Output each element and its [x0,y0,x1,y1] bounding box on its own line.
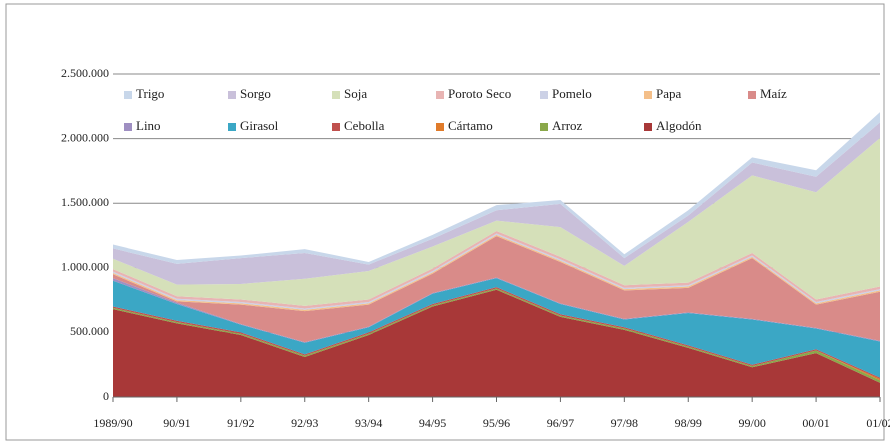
x-tick-label: 93/94 [355,416,382,430]
x-tick-label: 98/99 [675,416,702,430]
x-tick-label: 00/01 [802,416,829,430]
x-tick-label: 95/96 [483,416,510,430]
x-tick-label: 1989/90 [93,416,132,430]
legend-label: Maíz [760,86,787,101]
legend-label: Algodón [656,118,702,133]
legend-swatch [332,91,340,99]
legend-swatch [644,91,652,99]
x-tick-label: 92/93 [291,416,318,430]
legend-label: Girasol [240,118,279,133]
legend-label: Pomelo [552,86,592,101]
legend-label: Soja [344,86,367,101]
legend-label: Cebolla [344,118,385,133]
legend-label: Poroto Seco [448,86,511,101]
x-tick-label: 91/92 [227,416,254,430]
legend-swatch [228,91,236,99]
legend-label: Lino [136,118,161,133]
x-tick-label: 94/95 [419,416,446,430]
x-tick-label: 99/00 [738,416,765,430]
legend-swatch [436,123,444,131]
y-tick-label: 500.000 [70,324,109,338]
legend-swatch [124,91,132,99]
area [113,278,880,378]
legend-swatch [332,123,340,131]
legend-swatch [748,91,756,99]
y-tick-label: 1.000.000 [61,260,109,274]
y-tick-label: 1.500.000 [61,195,109,209]
y-tick-label: 2.500.000 [61,66,109,80]
x-tick-label: 96/97 [547,416,574,430]
x-tick-label: 01/02 [866,416,890,430]
x-tick-label: 90/91 [163,416,190,430]
legend-label: Cártamo [448,118,493,133]
legend-swatch [228,123,236,131]
legend-swatch [644,123,652,131]
legend-swatch [124,123,132,131]
area [113,122,880,285]
legend-label: Papa [656,86,682,101]
area [113,289,880,397]
x-tick-label: 97/98 [611,416,638,430]
area [113,137,880,306]
legend-swatch [540,123,548,131]
legend-label: Trigo [136,86,164,101]
legend-swatch [540,91,548,99]
y-tick-label: 2.000.000 [61,130,109,144]
legend-label: Arroz [552,118,583,133]
y-tick-label: 0 [103,389,109,403]
area [113,236,880,343]
legend-label: Sorgo [240,86,271,101]
legend-swatch [436,91,444,99]
